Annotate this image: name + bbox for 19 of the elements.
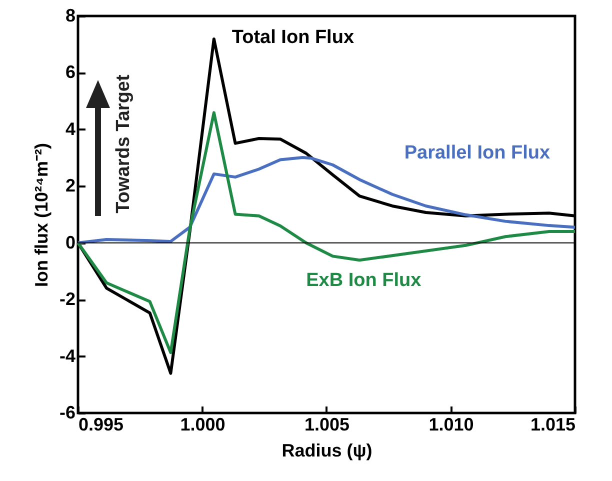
x-tick-label: 0.995 [78, 414, 124, 434]
y-tick-label: -6 [59, 402, 76, 422]
annotation: Towards Target [113, 74, 134, 214]
y-tick-label: 8 [65, 6, 76, 26]
y-tick-label: -4 [59, 346, 76, 366]
y-tick-label: 6 [65, 62, 76, 82]
series-label: Parallel Ion Flux [404, 142, 550, 164]
y-tick-label: 0 [65, 232, 76, 252]
series-label: Total Ion Flux [232, 26, 354, 48]
x-tick-label: 1.000 [180, 414, 226, 434]
y-tick-label: 4 [65, 118, 76, 139]
x-tick-label: 1.015 [530, 414, 576, 434]
x-tick-label: 1.010 [428, 414, 474, 434]
y-tick-label: 2 [65, 176, 76, 196]
series-label: ExB Ion Flux [306, 270, 422, 291]
x-axis-title: Radius (ψ) [282, 440, 372, 460]
x-tick-label: 1.005 [304, 414, 350, 434]
y-tick-label: -2 [59, 289, 76, 310]
y-axis-title: Ion flux (10²⁴m⁻²) [31, 143, 52, 287]
